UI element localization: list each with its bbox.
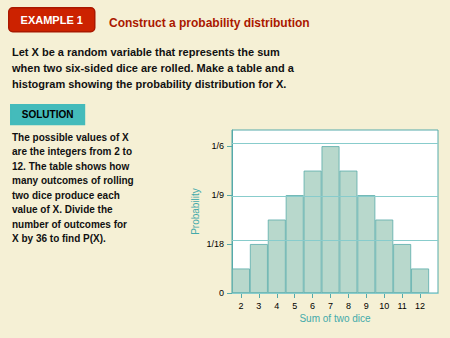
svg-text:number of outcomes for: number of outcomes for (12, 219, 127, 230)
svg-text:1/9: 1/9 (211, 190, 224, 200)
svg-text:3: 3 (256, 301, 261, 311)
svg-text:EXAMPLE 1: EXAMPLE 1 (21, 14, 83, 26)
svg-text:value of X. Divide the: value of X. Divide the (12, 204, 113, 215)
svg-text:4: 4 (274, 301, 279, 311)
svg-text:12. The table shows how: 12. The table shows how (12, 161, 129, 172)
svg-text:9: 9 (364, 301, 369, 311)
svg-text:many outcomes of rolling: many outcomes of rolling (12, 175, 134, 186)
svg-text:two dice produce each: two dice produce each (12, 190, 120, 201)
svg-text:10: 10 (379, 301, 389, 311)
svg-text:Probability: Probability (190, 188, 201, 235)
svg-text:7: 7 (328, 301, 333, 311)
svg-text:when two six-sided dice are ro: when two six-sided dice are rolled. Make… (11, 62, 295, 74)
svg-text:2: 2 (238, 301, 243, 311)
svg-text:0: 0 (219, 288, 224, 298)
svg-text:1/18: 1/18 (206, 239, 224, 249)
svg-text:are the integers from 2 to: are the integers from 2 to (12, 146, 132, 157)
svg-text:Construct a probability distri: Construct a probability distribution (109, 16, 310, 30)
svg-text:histogram showing the probabil: histogram showing the probability distri… (12, 78, 286, 90)
svg-text:The possible values of X: The possible values of X (12, 132, 129, 143)
svg-text:12: 12 (415, 301, 425, 311)
svg-text:11: 11 (398, 301, 407, 311)
svg-text:5: 5 (292, 301, 297, 311)
svg-text:8: 8 (346, 301, 351, 311)
svg-text:SOLUTION: SOLUTION (22, 109, 74, 120)
svg-text:6: 6 (310, 301, 315, 311)
svg-text:1/6: 1/6 (211, 141, 224, 151)
svg-text:X by 36 to find P(X).: X by 36 to find P(X). (12, 233, 106, 244)
svg-text:Sum of two dice: Sum of two dice (299, 313, 371, 324)
svg-text:Let X be a random variable tha: Let X be a random variable that represen… (12, 46, 280, 58)
